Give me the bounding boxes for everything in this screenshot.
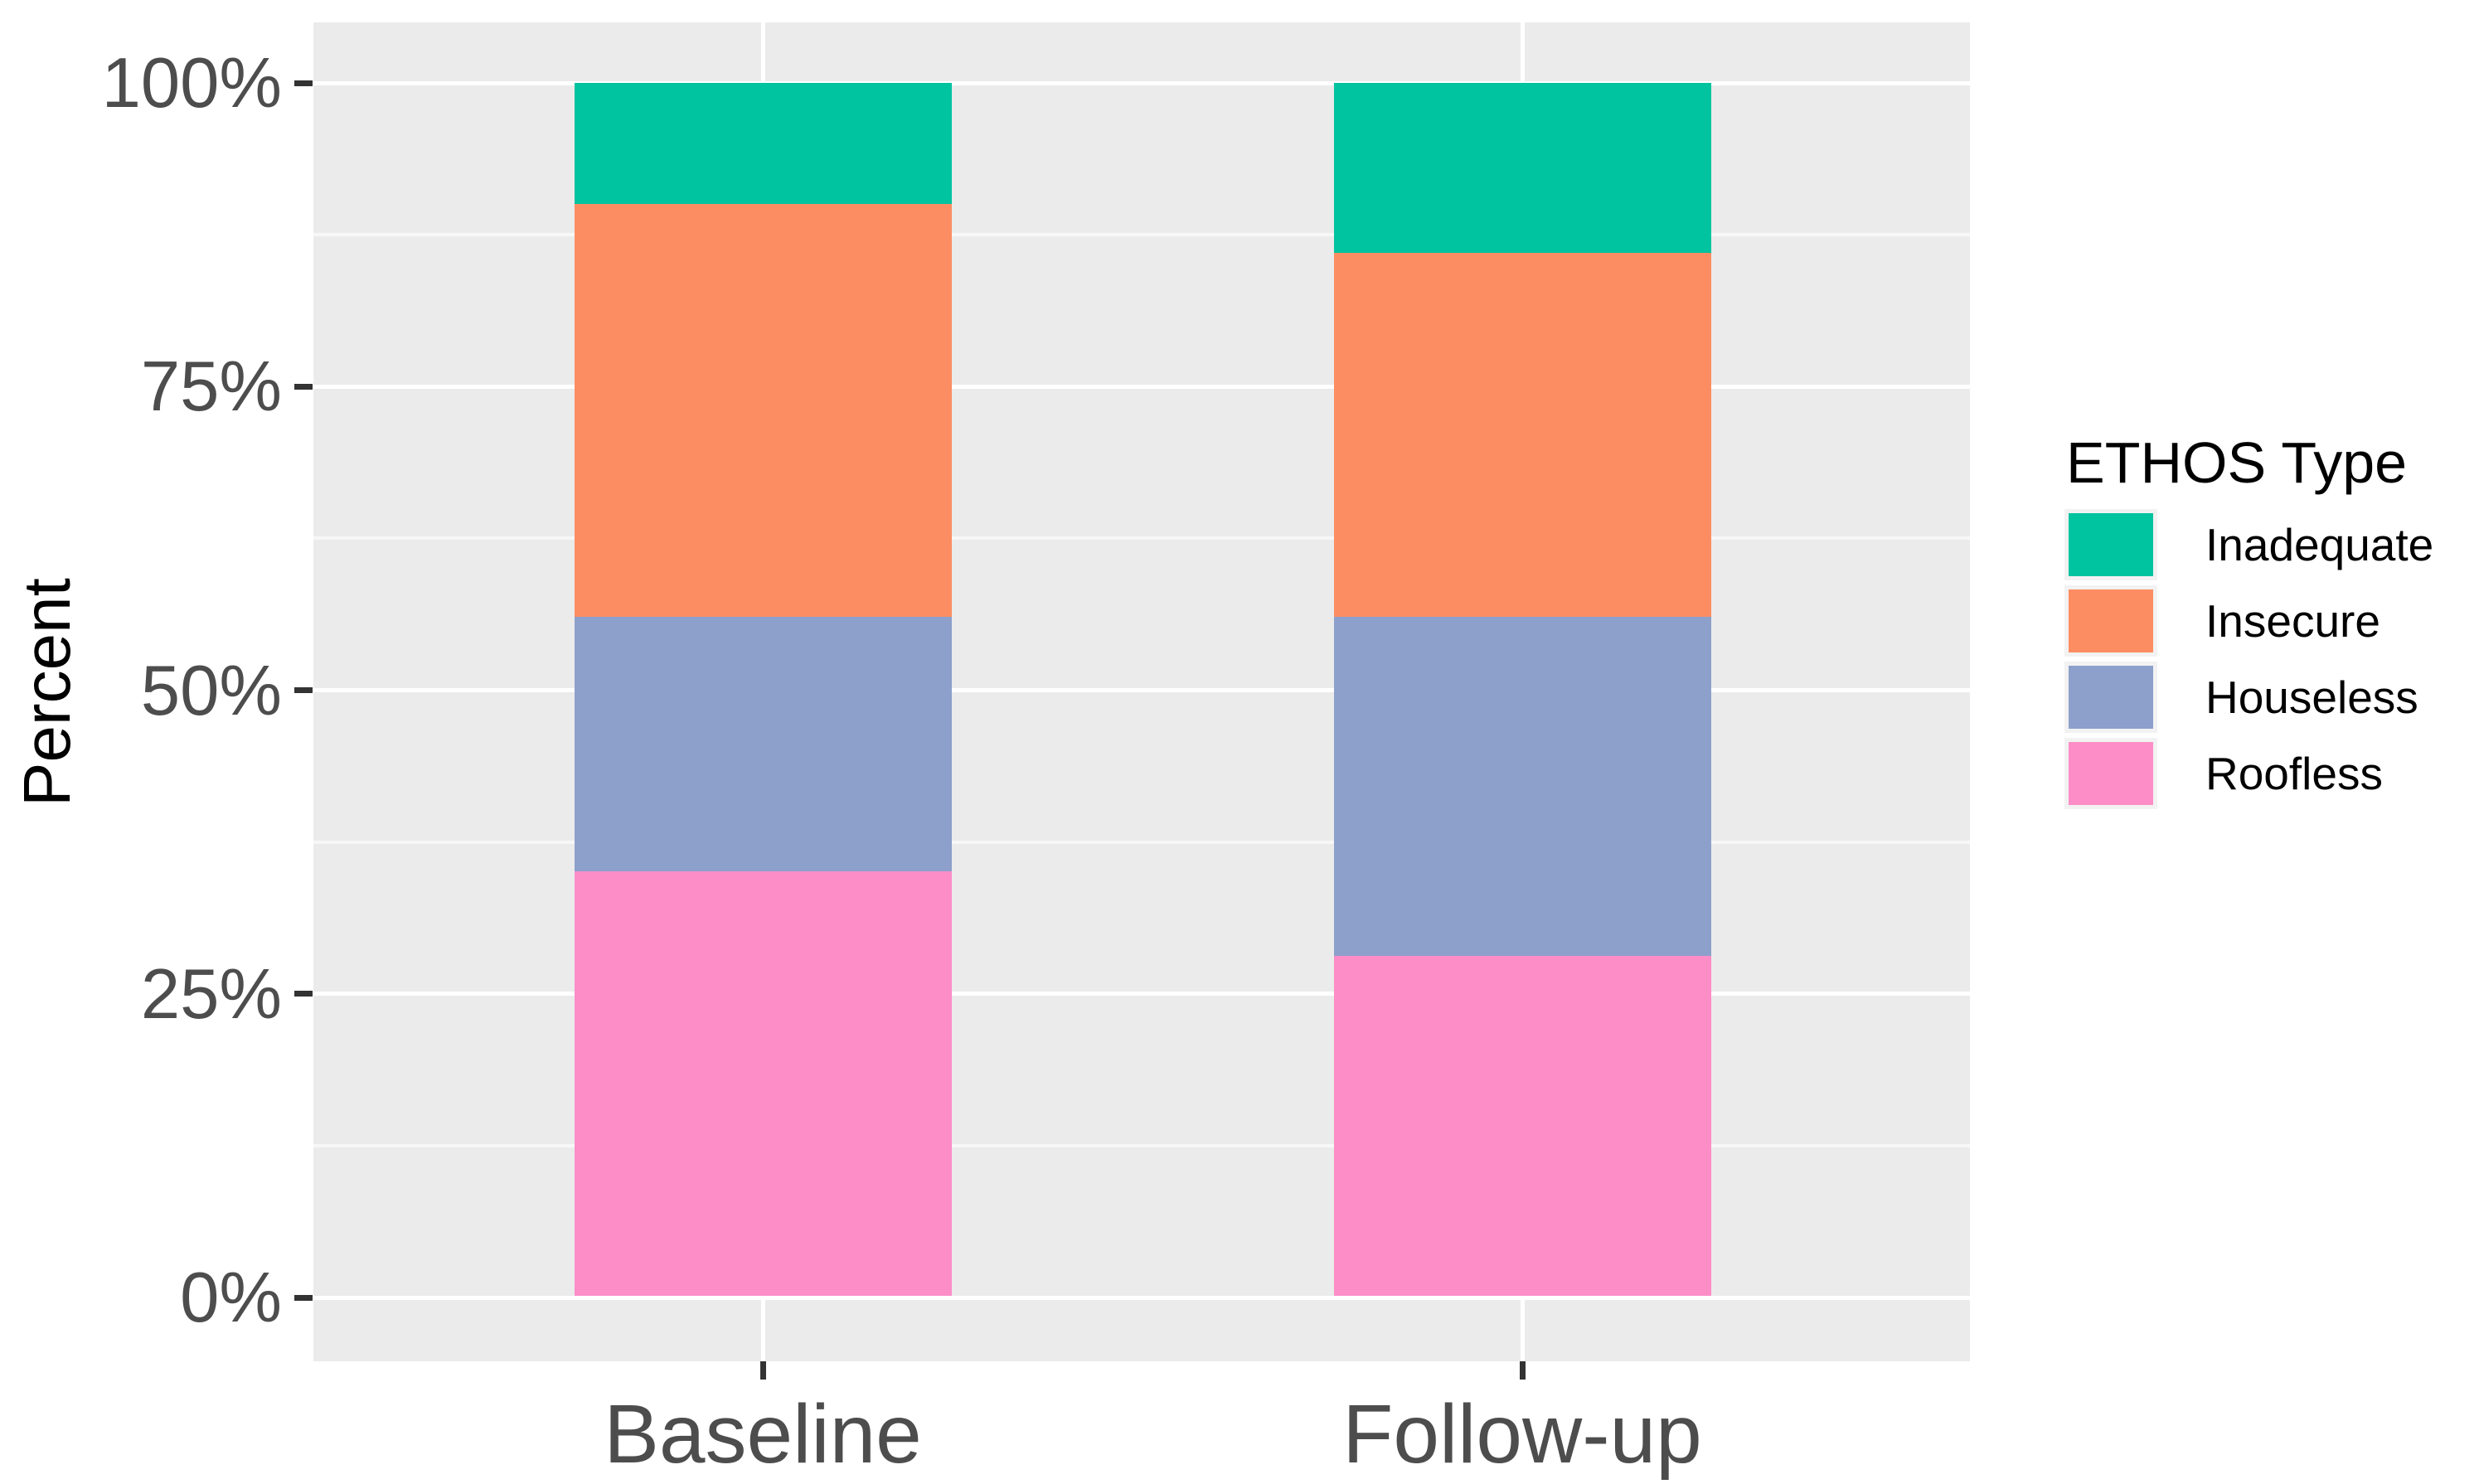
bar-segment-houseless — [1333, 616, 1711, 957]
legend-label: Houseless — [2205, 671, 2418, 723]
x-tick-label: Baseline — [604, 1388, 922, 1481]
bar-segment-inadequate — [574, 83, 952, 205]
gridline-minor — [313, 233, 1970, 237]
bar-segment-houseless — [574, 616, 952, 871]
y-axis-tick — [294, 383, 313, 390]
y-tick-label: 50% — [140, 651, 282, 730]
y-axis-tick — [294, 687, 313, 693]
y-axis-tick — [294, 80, 313, 86]
gridline-major — [313, 688, 1970, 692]
y-axis-tick — [294, 1294, 313, 1301]
legend-key — [2064, 585, 2157, 657]
legend-label: Roofless — [2205, 747, 2383, 799]
gridline-major — [313, 384, 1970, 389]
legend-swatch-roofless — [2069, 742, 2153, 805]
legend-label: Inadequate — [2205, 518, 2434, 570]
bar-baseline — [574, 83, 952, 1296]
bar-segment-inadequate — [1333, 83, 1711, 253]
y-axis-title: Percent — [10, 578, 84, 807]
legend-label: Insecure — [2205, 594, 2380, 647]
x-axis-tick — [1519, 1361, 1526, 1380]
x-tick-label: Follow-up — [1342, 1388, 1702, 1481]
gridline-minor — [313, 840, 1970, 844]
x-axis-tick — [759, 1361, 766, 1380]
bar-segment-roofless — [1333, 956, 1711, 1296]
legend-swatch-houseless — [2069, 666, 2153, 729]
bar-segment-roofless — [574, 871, 952, 1296]
legend-title: ETHOS Type — [2066, 430, 2408, 495]
legend-key — [2064, 509, 2157, 580]
y-tick-label: 25% — [140, 954, 282, 1034]
gridline-minor — [313, 536, 1970, 541]
bar-follow-up — [1333, 83, 1711, 1296]
legend-swatch-insecure — [2069, 589, 2153, 652]
gridline-major — [313, 80, 1970, 85]
legend-key — [2064, 662, 2157, 733]
y-tick-label: 0% — [180, 1258, 282, 1337]
gridline-minor — [313, 1143, 1970, 1147]
gridline-major — [313, 1296, 1970, 1300]
gridline-major — [313, 992, 1970, 997]
bar-segment-insecure — [1333, 252, 1711, 617]
plot-panel — [313, 22, 1970, 1361]
y-tick-label: 100% — [101, 44, 282, 123]
legend-key — [2064, 738, 2157, 809]
bar-segment-insecure — [574, 204, 952, 617]
legend-swatch-inadequate — [2069, 513, 2153, 576]
y-tick-label: 75% — [140, 347, 282, 427]
y-axis-tick — [294, 991, 313, 997]
